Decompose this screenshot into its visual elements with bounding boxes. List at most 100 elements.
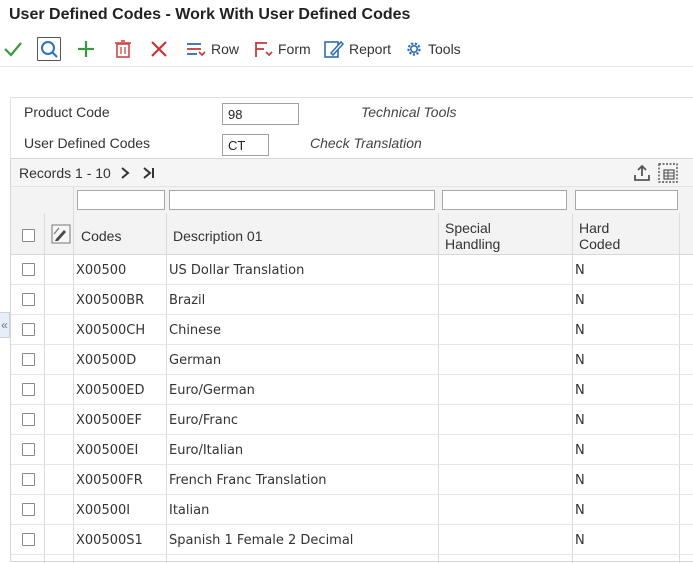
- udc-description: Check Translation: [310, 135, 422, 151]
- add-button[interactable]: [76, 37, 96, 61]
- trash-icon: [115, 40, 131, 58]
- hard-coded-cell: N: [575, 443, 585, 458]
- query-by-example-row: [11, 187, 693, 213]
- description-cell: Italian: [169, 503, 210, 518]
- udc-label: User Defined Codes: [24, 135, 151, 151]
- qbe-special-handling-input[interactable]: [442, 190, 567, 210]
- tools-menu-button[interactable]: Tools: [404, 37, 461, 61]
- product-code-label: Product Code: [24, 104, 110, 120]
- export-icon[interactable]: [632, 163, 652, 183]
- row-checkbox[interactable]: [22, 353, 35, 366]
- hard-coded-cell: N: [575, 473, 585, 488]
- col-divider: [44, 213, 45, 563]
- qbe-codes-input[interactable]: [77, 190, 165, 210]
- close-button[interactable]: [149, 37, 169, 61]
- hard-coded-cell: N: [575, 353, 585, 368]
- col-divider: [73, 187, 74, 563]
- code-cell: X00500D: [76, 353, 137, 368]
- find-button[interactable]: [37, 37, 61, 61]
- description-cell: Euro/German: [169, 383, 255, 398]
- table-row[interactable]: X00500EI Euro/Italian N: [11, 435, 693, 465]
- table-row[interactable]: X00500 US Dollar Translation N: [11, 255, 693, 285]
- column-header-row: Codes Description 01 Special Handling Ha…: [11, 213, 693, 255]
- form-menu-label: Form: [278, 41, 311, 57]
- hard-coded-cell: N: [575, 533, 585, 548]
- form-menu-button[interactable]: Form: [252, 37, 311, 61]
- code-cell: X00500: [76, 263, 127, 278]
- grid-settings-icon[interactable]: [657, 162, 679, 184]
- column-header-description[interactable]: Description 01: [173, 228, 263, 244]
- row-checkbox[interactable]: [22, 503, 35, 516]
- column-header-special-handling[interactable]: Special Handling: [445, 220, 500, 252]
- hard-coded-line2: Coded: [579, 236, 621, 252]
- column-header-codes[interactable]: Codes: [81, 228, 122, 244]
- description-cell: French Franc Translation: [169, 473, 327, 488]
- table-row[interactable]: X00500D German N: [11, 345, 693, 375]
- description-cell: Euro/Franc: [169, 413, 239, 428]
- udc-input[interactable]: CT: [222, 134, 269, 156]
- row-checkbox[interactable]: [22, 443, 35, 456]
- code-cell: X00500BR: [76, 293, 145, 308]
- report-edit-icon: [324, 40, 345, 58]
- row-checkbox[interactable]: [22, 473, 35, 486]
- table-row[interactable]: X00500CH Chinese N: [11, 315, 693, 345]
- gear-icon: [407, 42, 421, 56]
- code-cell: X00500S1: [76, 533, 143, 548]
- grid-toolbar: Records 1 - 10: [11, 159, 693, 187]
- tools-menu-label: Tools: [428, 41, 461, 57]
- code-cell: X00500ED: [76, 383, 145, 398]
- select-button[interactable]: [3, 37, 23, 61]
- special-handling-line1: Special: [445, 220, 491, 236]
- row-checkbox[interactable]: [22, 293, 35, 306]
- qbe-description-input[interactable]: [169, 190, 435, 210]
- last-page-icon[interactable]: [142, 166, 156, 180]
- code-cell: X00500EI: [76, 443, 139, 458]
- description-cell: German: [169, 353, 222, 368]
- table-row[interactable]: X00500BR Brazil N: [11, 285, 693, 315]
- expand-panel-tab[interactable]: «: [0, 312, 10, 338]
- col-divider: [438, 213, 439, 563]
- row-checkbox[interactable]: [22, 413, 35, 426]
- code-cell: X00500EF: [76, 413, 142, 428]
- row-checkbox[interactable]: [22, 533, 35, 546]
- title-bar: User Defined Codes - Work With User Defi…: [0, 0, 693, 34]
- row-checkbox[interactable]: [22, 383, 35, 396]
- table-row[interactable]: X00500I Italian N: [11, 495, 693, 525]
- row-menu-icon: [187, 43, 206, 57]
- row-menu-label: Row: [211, 41, 240, 57]
- row-checkbox[interactable]: [22, 323, 35, 336]
- records-count: Records 1 - 10: [19, 165, 111, 181]
- special-handling-line2: Handling: [445, 236, 501, 252]
- select-all-checkbox[interactable]: [22, 229, 35, 242]
- code-cell: X00500CH: [76, 323, 146, 338]
- row-menu-button[interactable]: Row: [185, 37, 239, 61]
- delete-button[interactable]: [113, 37, 133, 61]
- product-code-input[interactable]: 98: [222, 103, 299, 125]
- table-row[interactable]: X00500S1 Spanish 1 Female 2 Decimal N: [11, 525, 693, 555]
- qbe-hard-coded-input[interactable]: [575, 190, 678, 210]
- plus-icon: [78, 41, 94, 57]
- find-focus-box: [37, 37, 61, 61]
- next-page-icon[interactable]: [119, 166, 131, 180]
- hard-coded-cell: N: [575, 263, 585, 278]
- column-header-hard-coded[interactable]: Hard Coded: [579, 220, 620, 252]
- table-row[interactable]: X00500FR French Franc Translation N: [11, 465, 693, 495]
- hard-coded-cell: N: [575, 293, 585, 308]
- col-divider: [679, 213, 680, 563]
- table-row[interactable]: X00500EF Euro/Franc N: [11, 405, 693, 435]
- row-checkbox[interactable]: [22, 263, 35, 276]
- hard-coded-cell: N: [575, 503, 585, 518]
- records-grid: Records 1 - 10: [10, 158, 693, 563]
- description-cell: Brazil: [169, 293, 206, 308]
- col-divider: [166, 213, 167, 563]
- table-row[interactable]: X00500ED Euro/German N: [11, 375, 693, 405]
- product-code-description: Technical Tools: [361, 104, 457, 120]
- description-cell: Chinese: [169, 323, 221, 338]
- code-cell: X00500FR: [76, 473, 143, 488]
- description-cell: Euro/Italian: [169, 443, 244, 458]
- description-cell: Spanish 1 Female 2 Decimal: [169, 533, 354, 548]
- row-edit-icon: [51, 224, 71, 244]
- report-menu-button[interactable]: Report: [323, 37, 391, 61]
- form-menu-icon: [255, 42, 273, 57]
- checkmark-icon: [4, 42, 22, 57]
